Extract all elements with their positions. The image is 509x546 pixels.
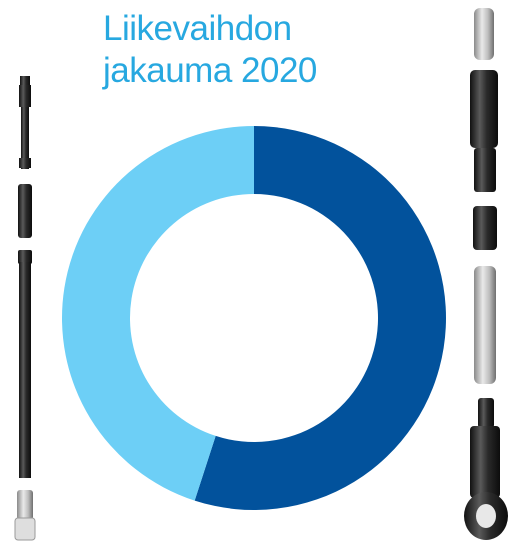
chart-title-line-2: jakauma 2020 [103,51,317,90]
drill-tube-icon [19,76,31,169]
drill-tube-icon [14,490,36,541]
donut-slice-1 [194,126,446,510]
drill-tube-icon [18,184,32,238]
drill-tube-icon [474,8,494,60]
donut-slices [62,126,446,510]
chart-title-line-1: Liikevaihdon [103,9,292,48]
donut-slice-2 [62,126,254,501]
drill-tube-icon [18,250,32,478]
drill-tube-icon [464,398,508,540]
drill-tube-icon [474,266,496,384]
chart-title: Liikevaihdon jakauma 2020 [103,8,363,92]
drill-tube-icon [470,70,498,192]
drill-tube-icon [473,206,497,250]
